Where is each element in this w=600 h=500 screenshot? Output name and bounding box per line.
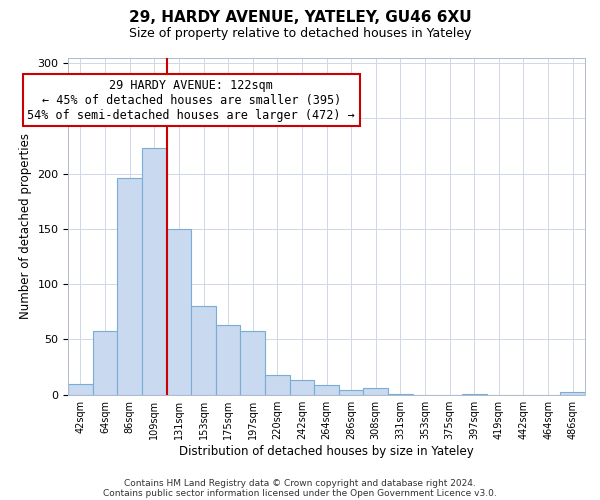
- Bar: [216, 325, 241, 394]
- Bar: [339, 390, 364, 394]
- Bar: [241, 330, 265, 394]
- Text: 29 HARDY AVENUE: 122sqm
← 45% of detached houses are smaller (395)
54% of semi-d: 29 HARDY AVENUE: 122sqm ← 45% of detache…: [28, 78, 355, 122]
- Bar: [265, 375, 290, 394]
- Bar: [364, 388, 388, 394]
- Bar: [93, 330, 118, 394]
- Text: 29, HARDY AVENUE, YATELEY, GU46 6XU: 29, HARDY AVENUE, YATELEY, GU46 6XU: [128, 10, 472, 25]
- Text: Contains public sector information licensed under the Open Government Licence v3: Contains public sector information licen…: [103, 488, 497, 498]
- Text: Contains HM Land Registry data © Crown copyright and database right 2024.: Contains HM Land Registry data © Crown c…: [124, 478, 476, 488]
- Bar: [314, 385, 339, 394]
- Text: Size of property relative to detached houses in Yateley: Size of property relative to detached ho…: [129, 28, 471, 40]
- Bar: [118, 178, 142, 394]
- Bar: [191, 306, 216, 394]
- X-axis label: Distribution of detached houses by size in Yateley: Distribution of detached houses by size …: [179, 444, 474, 458]
- Bar: [560, 392, 585, 394]
- Bar: [167, 229, 191, 394]
- Bar: [68, 384, 93, 394]
- Y-axis label: Number of detached properties: Number of detached properties: [19, 133, 32, 319]
- Bar: [290, 380, 314, 394]
- Bar: [142, 148, 167, 394]
